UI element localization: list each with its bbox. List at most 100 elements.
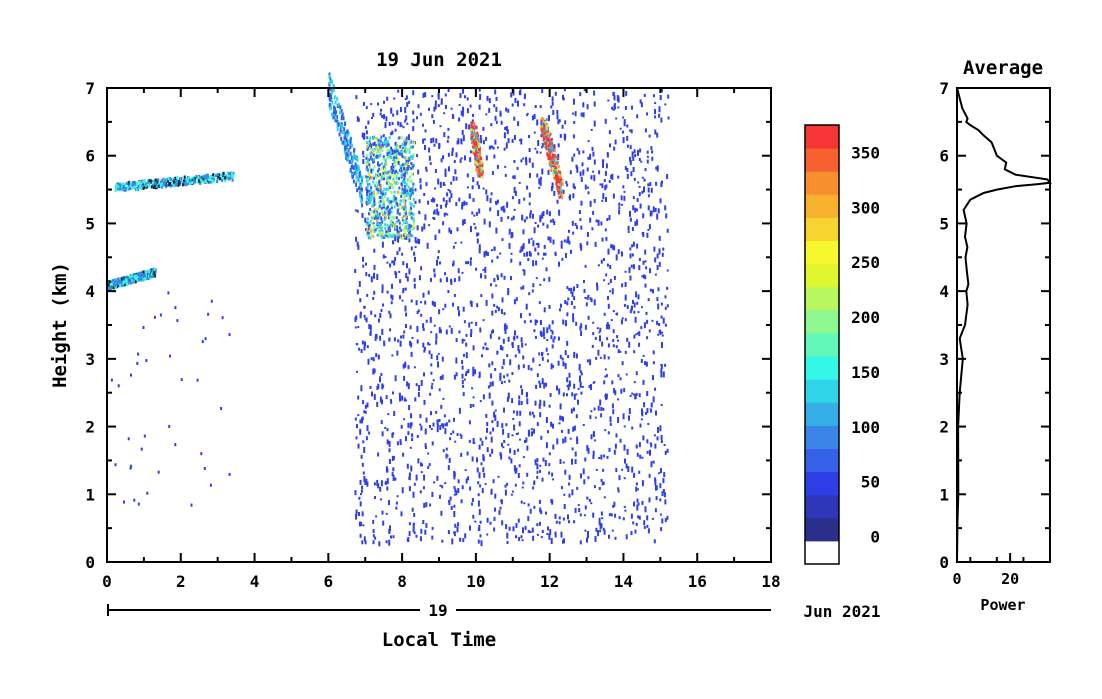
heatmap-cell xyxy=(553,147,555,151)
heatmap-cell xyxy=(359,501,362,507)
heatmap-cell xyxy=(432,379,435,382)
heatmap-cell xyxy=(169,184,172,188)
heatmap-cell xyxy=(396,350,399,356)
heatmap-cell xyxy=(137,502,140,506)
heatmap-cell xyxy=(209,175,212,178)
heatmap-cell xyxy=(600,406,603,411)
colorbar-swatches xyxy=(805,125,839,565)
heatmap-cell xyxy=(340,109,343,114)
heatmap-cell xyxy=(471,456,474,462)
heatmap-cell xyxy=(441,356,444,362)
heatmap-cell xyxy=(111,282,114,286)
heatmap-cell xyxy=(477,493,480,497)
heatmap-cell xyxy=(472,125,475,129)
heatmap-cell xyxy=(415,383,418,387)
heatmap-cell xyxy=(573,407,575,412)
heatmap-cell xyxy=(449,190,452,194)
heatmap-cell xyxy=(142,326,145,329)
heatmap-cell xyxy=(407,165,410,169)
heatmap-cell xyxy=(376,215,379,219)
heatmap-cell xyxy=(390,156,393,159)
heatmap-cell xyxy=(352,156,355,161)
heatmap-cell xyxy=(381,241,384,248)
heatmap-cell xyxy=(212,179,215,183)
heatmap-cell xyxy=(478,244,481,251)
heatmap-cell xyxy=(480,166,483,170)
heatmap-cell xyxy=(476,457,478,463)
heatmap-cell xyxy=(604,368,607,371)
heatmap-cell xyxy=(129,280,132,284)
date-bar: 19 Jun 2021 xyxy=(107,600,881,621)
heatmap-cell xyxy=(378,231,381,235)
heatmap-cell xyxy=(379,176,382,180)
heatmap-cell xyxy=(513,160,516,163)
heatmap-cell xyxy=(400,194,403,198)
heatmap-cell xyxy=(589,359,592,366)
heatmap-cell xyxy=(392,474,395,481)
heatmap-cell xyxy=(140,277,143,281)
heatmap-cell xyxy=(153,315,156,319)
heatmap-cell xyxy=(450,327,453,332)
colorbar-swatch xyxy=(805,402,839,426)
heatmap-cell xyxy=(582,112,585,118)
heatmap-cell xyxy=(440,510,443,516)
heatmap-cell xyxy=(435,339,438,345)
heatmap-cell xyxy=(552,154,555,158)
heatmap-cell xyxy=(562,392,565,397)
heatmap-cell xyxy=(632,205,635,211)
heatmap-cell xyxy=(389,154,391,158)
heatmap-cell xyxy=(130,373,132,377)
heatmap-cell xyxy=(373,227,375,231)
heatmap-cell xyxy=(472,345,475,351)
heatmap-cell xyxy=(391,215,394,219)
heatmap-cell xyxy=(142,180,145,184)
heatmap-cell xyxy=(368,183,371,187)
heatmap-cell xyxy=(185,177,188,181)
heatmap-cell xyxy=(381,328,384,335)
heatmap-cell xyxy=(222,171,225,175)
heatmap-cell xyxy=(557,153,560,160)
heatmap-cell xyxy=(642,435,645,441)
heatmap-cell xyxy=(482,346,485,350)
heatmap-cell xyxy=(347,148,350,153)
heatmap-cell xyxy=(115,280,118,284)
heatmap-cell xyxy=(543,307,546,313)
heatmap-cell xyxy=(387,227,390,231)
heatmap-cell xyxy=(533,505,536,509)
heatmap-cell xyxy=(653,539,656,544)
heatmap-cell xyxy=(443,112,446,115)
heatmap-cell xyxy=(381,236,384,239)
heatmap-cell xyxy=(653,434,656,437)
heatmap-cell xyxy=(473,121,476,125)
heatmap-cell xyxy=(374,156,377,159)
heatmap-cell xyxy=(522,285,525,290)
heatmap-cell xyxy=(406,139,409,143)
heatmap-cell xyxy=(627,466,630,472)
heatmap-cell xyxy=(393,150,396,154)
heatmap-cell xyxy=(372,202,375,206)
heatmap-cell xyxy=(361,462,364,467)
heatmap-cell xyxy=(474,369,477,375)
heatmap-cell xyxy=(386,428,389,432)
heatmap-cell xyxy=(165,185,168,189)
heatmap-cell xyxy=(523,320,526,324)
heatmap-cell xyxy=(578,508,581,513)
heatmap-cell xyxy=(522,456,525,459)
heatmap-cell xyxy=(664,518,667,523)
heatmap-cell xyxy=(510,493,513,496)
heatmap-cell xyxy=(401,190,404,194)
heatmap-cell xyxy=(479,172,482,176)
heatmap-cell xyxy=(427,452,430,455)
heatmap-cell xyxy=(403,167,405,170)
heatmap-cell xyxy=(662,489,665,493)
heatmap-cell xyxy=(545,382,548,387)
heatmap-cell xyxy=(411,165,414,169)
heatmap-cell xyxy=(459,158,462,163)
heatmap-cell xyxy=(528,431,531,437)
heatmap-cell xyxy=(482,454,485,461)
heatmap-cell xyxy=(649,210,652,217)
heatmap-cell xyxy=(497,475,500,478)
heatmap-cell xyxy=(471,119,474,124)
heatmap-cell xyxy=(556,438,559,445)
y-tick-label: 3 xyxy=(85,350,95,369)
